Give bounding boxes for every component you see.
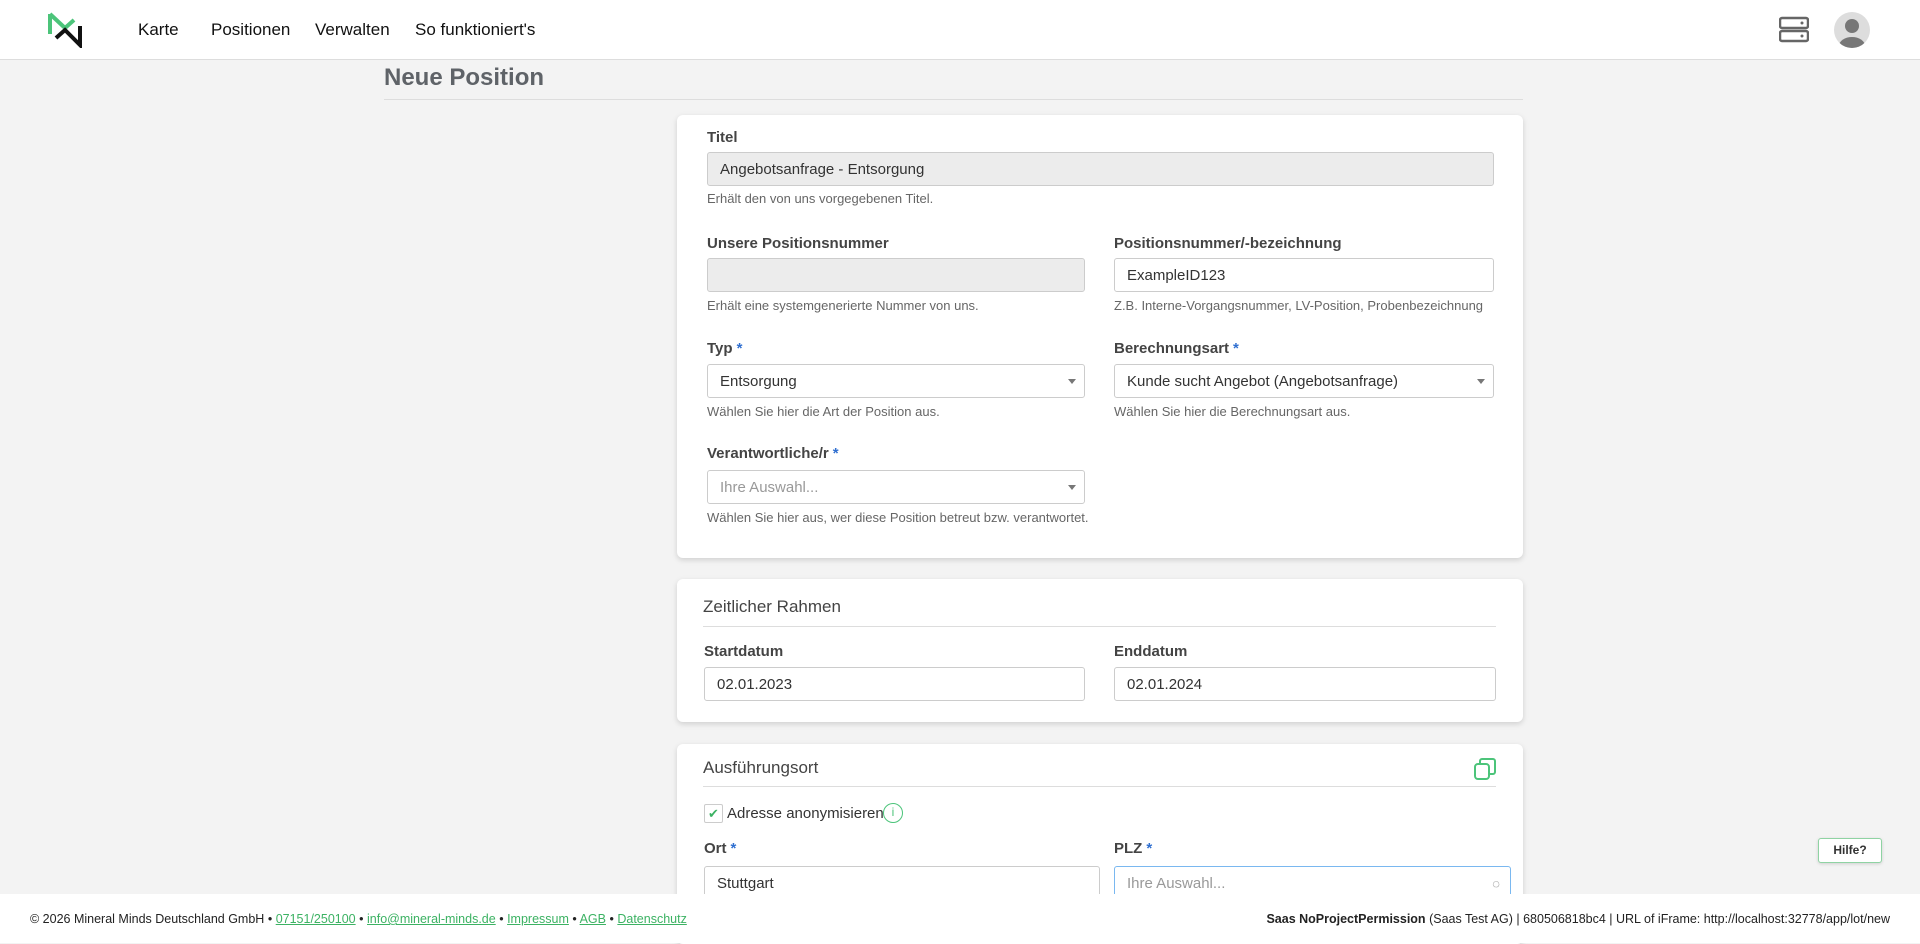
end-label: Enddatum <box>1114 643 1188 660</box>
verantwortlich-label: Verantwortliche/r * <box>707 445 839 462</box>
titel-input: Angebotsanfrage - Entsorgung <box>707 152 1494 186</box>
start-label: Startdatum <box>704 643 784 660</box>
copyright: © 2026 Mineral Minds Deutschland GmbH <box>30 912 265 926</box>
pos-nr-help: Z.B. Interne-Vorgangsnummer, LV-Position… <box>1114 298 1484 313</box>
copy-icon[interactable] <box>1473 757 1497 781</box>
avatar[interactable] <box>1834 12 1870 48</box>
berechnung-select[interactable]: Kunde sucht Angebot (Angebotsanfrage) <box>1114 364 1494 398</box>
page-title: Neue Position <box>384 64 545 91</box>
divider <box>703 626 1496 627</box>
pos-nr-input[interactable]: ExampleID123 <box>1114 258 1494 292</box>
divider <box>703 786 1496 787</box>
impressum-link[interactable]: Impressum <box>507 912 569 926</box>
typ-select[interactable]: Entsorgung <box>707 364 1085 398</box>
unsere-nr-label: Unsere Positionsnummer <box>707 235 889 252</box>
typ-label: Typ * <box>707 340 743 357</box>
nav-verwalten[interactable]: Verwalten <box>315 20 390 39</box>
verantwortlich-help: Wählen Sie hier aus, wer diese Position … <box>707 510 1089 525</box>
agb-link[interactable]: AGB <box>579 912 606 926</box>
titel-help: Erhält den von uns vorgegebenen Titel. <box>707 191 934 206</box>
divider <box>384 99 1523 100</box>
footer: © 2026 Mineral Minds Deutschland GmbH • … <box>0 894 1920 943</box>
ort-title: Ausführungsort <box>703 758 819 777</box>
berechnung-help: Wählen Sie hier die Berechnungsart aus. <box>1114 404 1351 419</box>
anonymize-label: Adresse anonymisieren <box>727 805 884 822</box>
caret-down-icon <box>1068 379 1076 384</box>
caret-down-icon <box>1068 485 1076 490</box>
mineral-minds-logo[interactable] <box>47 12 83 48</box>
general-card: Titel Angebotsanfrage - Entsorgung Erhäl… <box>677 115 1523 558</box>
verantwortlich-select[interactable]: Ihre Auswahl... <box>707 470 1085 504</box>
ort-label: Ort * <box>704 840 737 857</box>
account-info: (Saas Test AG) | 680506818bc4 | URL of i… <box>1429 912 1890 926</box>
top-navbar: Karte Positionen Verwalten So funktionie… <box>0 0 1920 60</box>
server-icon[interactable] <box>1779 16 1809 44</box>
footer-right: Saas NoProjectPermission (Saas Test AG) … <box>1266 912 1890 926</box>
email-link[interactable]: info@mineral-minds.de <box>367 912 496 926</box>
titel-label: Titel <box>707 129 738 146</box>
start-date-input[interactable]: 02.01.2023 <box>704 667 1085 701</box>
datenschutz-link[interactable]: Datenschutz <box>617 912 687 926</box>
unsere-nr-help: Erhält eine systemgenerierte Nummer von … <box>707 298 979 313</box>
footer-left: © 2026 Mineral Minds Deutschland GmbH • … <box>30 912 687 926</box>
plz-label: PLZ * <box>1114 840 1153 857</box>
zeit-title: Zeitlicher Rahmen <box>703 597 841 616</box>
nav-karte[interactable]: Karte <box>138 20 179 39</box>
nav-positionen[interactable]: Positionen <box>211 20 291 39</box>
loading-spinner-icon: ◌ <box>1492 876 1500 891</box>
berechnung-label: Berechnungsart * <box>1114 340 1239 357</box>
unsere-nr-input <box>707 258 1085 292</box>
zeit-card: Zeitlicher Rahmen Startdatum 02.01.2023 … <box>677 579 1523 722</box>
phone-link[interactable]: 07151/250100 <box>275 912 356 926</box>
caret-down-icon <box>1477 379 1485 384</box>
account-name: Saas NoProjectPermission <box>1266 912 1426 926</box>
typ-help: Wählen Sie hier die Art der Position aus… <box>707 404 940 419</box>
help-bubble-button[interactable]: Hilfe? <box>1818 838 1882 863</box>
pos-nr-label: Positionsnummer/-bezeichnung <box>1114 235 1342 252</box>
anonymize-checkbox[interactable]: ✔ <box>704 804 723 823</box>
nav-so-funktionierts[interactable]: So funktioniert's <box>415 20 536 39</box>
end-date-input[interactable]: 02.01.2024 <box>1114 667 1496 701</box>
info-icon[interactable]: i <box>883 803 903 823</box>
